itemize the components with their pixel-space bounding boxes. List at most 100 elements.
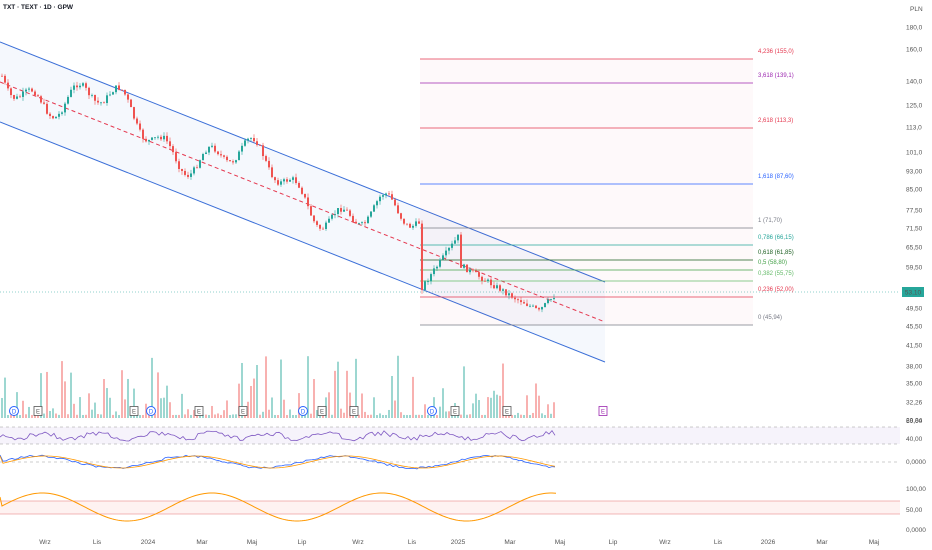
candle-body bbox=[367, 216, 369, 224]
volume-bar bbox=[16, 392, 18, 418]
candle-body bbox=[364, 222, 366, 224]
macd-axis-label: 0,0000 bbox=[906, 459, 926, 466]
candle-body bbox=[271, 167, 273, 178]
candle-body bbox=[277, 180, 279, 185]
candle-body bbox=[145, 138, 147, 142]
macd-line bbox=[0, 454, 556, 470]
candle-body bbox=[58, 113, 60, 117]
volume-bar bbox=[136, 414, 138, 418]
candle-body bbox=[190, 173, 192, 177]
volume-bar bbox=[250, 385, 252, 418]
price-axis-label: 93,00 bbox=[906, 169, 923, 176]
volume-bar bbox=[292, 414, 294, 418]
volume-bar bbox=[367, 414, 369, 418]
candle-body bbox=[136, 118, 138, 124]
event-label: D bbox=[12, 410, 17, 416]
volume-bar bbox=[196, 414, 198, 418]
volume-bar bbox=[97, 414, 99, 418]
candle-body bbox=[412, 225, 414, 228]
volume-bar bbox=[10, 414, 12, 418]
candle-body bbox=[28, 88, 30, 90]
volume-bar bbox=[487, 397, 489, 418]
volume-bar bbox=[103, 379, 105, 418]
volume-bar bbox=[526, 395, 528, 418]
volume-bar bbox=[88, 393, 90, 418]
candle-body bbox=[544, 303, 546, 308]
candle-body bbox=[76, 85, 78, 88]
candle-body bbox=[214, 145, 216, 152]
earnings-event-icon bbox=[238, 406, 248, 416]
volume-bar bbox=[403, 414, 405, 418]
volume-bar bbox=[265, 356, 267, 418]
candle-body bbox=[127, 94, 129, 100]
volume-bar bbox=[448, 411, 450, 418]
candle-body bbox=[361, 222, 363, 224]
volume-bar bbox=[409, 414, 411, 418]
candle-body bbox=[265, 156, 267, 161]
earnings-event-icon bbox=[317, 406, 327, 416]
candle-body bbox=[79, 85, 81, 88]
fib-label: 4,236 (155,0) bbox=[758, 49, 794, 55]
candle-body bbox=[346, 209, 348, 211]
volume-bar bbox=[520, 414, 522, 418]
candle-body bbox=[403, 218, 405, 224]
price-axis-label: 32,26 bbox=[906, 400, 923, 407]
candle-body bbox=[508, 293, 510, 296]
candle-body bbox=[328, 218, 330, 223]
event-label: E bbox=[601, 410, 605, 416]
volume-bar bbox=[376, 414, 378, 418]
time-axis-label: 2024 bbox=[141, 539, 156, 546]
volume-bar bbox=[502, 363, 504, 418]
volume-bar bbox=[238, 383, 240, 418]
candle-body bbox=[82, 83, 84, 86]
channel-lower-line bbox=[0, 121, 606, 363]
candle-body bbox=[229, 160, 231, 162]
candle-body bbox=[529, 305, 531, 307]
candle-body bbox=[484, 280, 486, 282]
candle-body bbox=[253, 138, 255, 142]
volume-bar bbox=[361, 393, 363, 418]
candle-body bbox=[208, 146, 210, 153]
volume-bar bbox=[490, 397, 492, 418]
candle-body bbox=[40, 96, 42, 103]
candle-body bbox=[133, 107, 135, 119]
volume-bar bbox=[262, 411, 264, 418]
event-label: D bbox=[430, 410, 435, 416]
event-label: E bbox=[197, 410, 201, 416]
volume-bar bbox=[121, 370, 123, 418]
volume-bar bbox=[235, 414, 237, 418]
volume-bar bbox=[511, 415, 513, 418]
candle-body bbox=[25, 89, 27, 92]
candle-body bbox=[496, 285, 498, 289]
candle-body bbox=[337, 208, 339, 215]
price-axis-label: 71,50 bbox=[906, 226, 923, 233]
osc-axis-label: 0,0000 bbox=[906, 527, 926, 534]
volume-bar bbox=[523, 414, 525, 418]
event-label: E bbox=[36, 410, 40, 416]
volume-bar bbox=[208, 414, 210, 418]
price-axis-label: 59,50 bbox=[906, 265, 923, 272]
candle-body bbox=[523, 302, 525, 304]
candle-body bbox=[463, 264, 465, 268]
volume-bar bbox=[343, 412, 345, 418]
volume-bar bbox=[1, 397, 3, 418]
candle-body bbox=[187, 174, 189, 177]
candle-body bbox=[49, 113, 51, 117]
candle-body bbox=[343, 209, 345, 212]
candle-body bbox=[550, 299, 552, 300]
candle-body bbox=[154, 137, 156, 139]
candle-body bbox=[283, 179, 285, 182]
time-axis-label: Maj bbox=[555, 539, 565, 546]
candle-body bbox=[373, 205, 375, 212]
volume-bar bbox=[241, 362, 243, 418]
candle-body bbox=[256, 141, 258, 145]
time-axis-label: Mar bbox=[816, 539, 828, 546]
volume-bar bbox=[193, 410, 195, 418]
volume-bar bbox=[283, 399, 285, 418]
candle-body bbox=[151, 137, 153, 140]
volume-bar bbox=[553, 402, 555, 418]
volume-bar bbox=[7, 414, 9, 418]
volume-bar bbox=[346, 370, 348, 418]
